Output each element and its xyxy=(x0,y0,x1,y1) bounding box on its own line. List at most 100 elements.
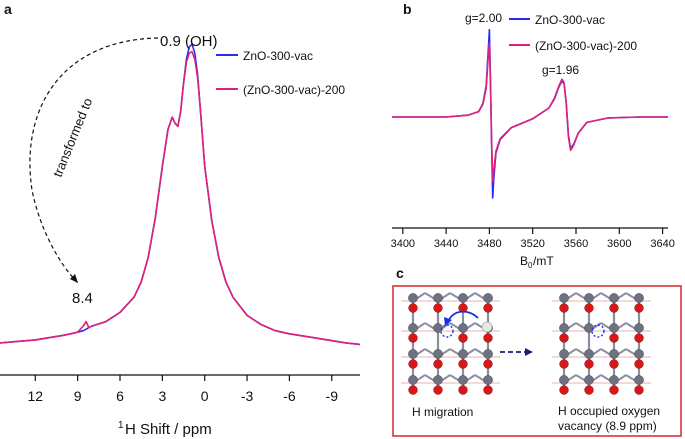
oxygen-atom xyxy=(408,333,418,343)
nmr-xtick-label: -9 xyxy=(326,388,339,404)
epr-xtick-label: 3600 xyxy=(607,238,631,250)
zinc-atom xyxy=(458,375,468,385)
epr-chart: 3400 3440 3480 3520 3560 3600 3640 ZnO-300-vac… xyxy=(391,11,675,270)
nmr-xlabel-sup: 1 xyxy=(118,420,124,431)
lattice-left xyxy=(401,292,500,395)
nmr-xtick-label: 6 xyxy=(116,388,124,404)
zinc-atom xyxy=(584,293,594,303)
zinc-atom xyxy=(559,323,569,333)
oxygen-atom xyxy=(559,303,569,313)
epr-xlabel-unit: /mT xyxy=(533,254,554,268)
oxygen-atom xyxy=(408,303,418,313)
zinc-atom xyxy=(483,349,493,359)
zinc-atom xyxy=(408,349,418,359)
oxygen-atom xyxy=(458,359,468,369)
epr-legend-vac: ZnO-300-vac xyxy=(535,13,605,27)
oxygen-atom xyxy=(433,359,443,369)
zinc-atom xyxy=(584,349,594,359)
oxygen-atom xyxy=(634,333,644,343)
epr-xtick-label: 3480 xyxy=(477,238,501,250)
epr-legend-200: (ZnO-300-vac)-200 xyxy=(535,39,637,53)
oxygen-atom xyxy=(634,303,644,313)
zinc-atom xyxy=(634,323,644,333)
nmr-legend-200: (ZnO-300-vac)-200 xyxy=(243,83,345,97)
label-h-migration: H migration xyxy=(412,405,473,419)
nmr-xtick-label: -3 xyxy=(241,388,254,404)
nmr-legend-vac: ZnO-300-vac xyxy=(243,49,313,63)
zinc-atom xyxy=(584,375,594,385)
epr-xtick-label: 3640 xyxy=(650,238,674,250)
migration-arrowhead xyxy=(444,317,452,326)
nmr-xtick-label: 3 xyxy=(158,388,166,404)
oxygen-atom xyxy=(559,333,569,343)
epr-xtick-label: 3400 xyxy=(391,238,415,250)
vacancy-circle-left xyxy=(440,324,454,338)
zinc-atom xyxy=(609,323,619,333)
zinc-atom xyxy=(408,375,418,385)
nmr-annotation-oh: 0.9 (OH) xyxy=(160,33,218,50)
nmr-annotation-8-4: 8.4 xyxy=(72,290,93,307)
oxygen-atom xyxy=(609,385,619,395)
nmr-xtick-label: 0 xyxy=(201,388,209,404)
lattice-right xyxy=(552,292,651,395)
oxygen-atom xyxy=(483,333,493,343)
zinc-atom xyxy=(483,293,493,303)
zinc-atom xyxy=(408,323,418,333)
oxygen-atom xyxy=(483,359,493,369)
oxygen-atom xyxy=(483,385,493,395)
oxygen-atom xyxy=(584,385,594,395)
nmr-xtick-label: -6 xyxy=(283,388,296,404)
nmr-xtick-label: 12 xyxy=(28,388,44,404)
epr-xtick-label: 3560 xyxy=(564,238,588,250)
oxygen-atom xyxy=(584,359,594,369)
transition-arrowhead xyxy=(525,348,533,356)
oxygen-atom xyxy=(609,303,619,313)
nmr-series-vac-200 xyxy=(0,50,361,346)
panel-b-letter: b xyxy=(403,1,412,17)
label-h-occupied-2: vacancy (8.9 ppm) xyxy=(558,419,657,433)
epr-annotation-g200: g=2.00 xyxy=(465,11,502,25)
zinc-atom xyxy=(408,293,418,303)
epr-xtick-label: 3520 xyxy=(520,238,544,250)
oxygen-atom xyxy=(634,359,644,369)
zinc-atom xyxy=(458,323,468,333)
epr-xtick-label: 3440 xyxy=(434,238,458,250)
zinc-atom xyxy=(433,375,443,385)
zinc-atom xyxy=(559,375,569,385)
oxygen-atom xyxy=(609,333,619,343)
zinc-atom xyxy=(634,293,644,303)
epr-series-vac-200 xyxy=(392,42,668,183)
oxygen-atom xyxy=(584,303,594,313)
epr-annotation-g196: g=1.96 xyxy=(542,63,579,77)
transform-arrowhead xyxy=(70,274,78,283)
oxygen-atom xyxy=(433,385,443,395)
oxygen-atom xyxy=(559,385,569,395)
oxygen-atom xyxy=(483,303,493,313)
label-h-occupied-1: H occupied oxygen xyxy=(558,404,660,418)
panel-c-letter: c xyxy=(396,265,404,281)
zinc-atom xyxy=(609,349,619,359)
epr-series-vac xyxy=(392,28,668,199)
zinc-atom xyxy=(433,293,443,303)
nmr-xlabel: H Shift / ppm xyxy=(125,421,212,438)
zinc-atom xyxy=(609,375,619,385)
zinc-atom xyxy=(634,349,644,359)
epr-xlabel: B xyxy=(520,254,528,268)
nmr-chart: 12 9 6 3 0 -3 -6 -9 ZnO-300-vac (ZnO-300-vac)-2… xyxy=(0,33,361,438)
zinc-atom xyxy=(483,375,493,385)
panel-a-letter: a xyxy=(4,1,12,17)
zinc-atom xyxy=(559,349,569,359)
epr-xlabel-sub: 0 xyxy=(528,261,533,270)
hydrogen-atom xyxy=(481,321,493,333)
crystal-schematic: H migration H occupied oxygen vacancy (8… xyxy=(392,285,682,437)
oxygen-atom xyxy=(634,385,644,395)
zinc-atom xyxy=(559,293,569,303)
zinc-atom xyxy=(458,293,468,303)
transform-label: transformed to xyxy=(50,96,95,179)
vacancy-circle-right xyxy=(591,324,605,338)
oxygen-atom xyxy=(609,359,619,369)
oxygen-atom xyxy=(458,385,468,395)
oxygen-atom xyxy=(458,333,468,343)
nmr-xtick-label: 9 xyxy=(74,388,82,404)
